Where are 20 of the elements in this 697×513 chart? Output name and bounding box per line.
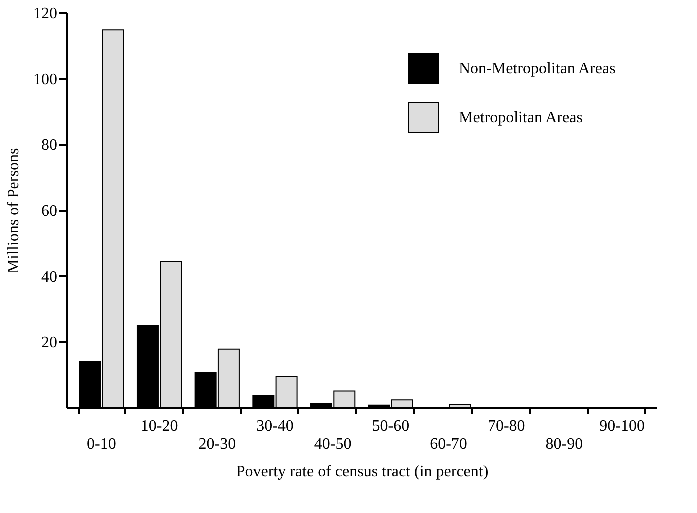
x-tick-label: 30-40 xyxy=(256,418,294,435)
x-tick-label: 60-70 xyxy=(430,436,468,453)
legend-label: Non-Metropolitan Areas xyxy=(459,60,616,78)
y-tick-label: 120 xyxy=(34,6,58,22)
y-tick-label: 80 xyxy=(42,137,58,154)
y-tick-label: 60 xyxy=(42,203,58,220)
x-tick-label: 20-30 xyxy=(198,436,236,453)
x-axis-title: Poverty rate of census tract (in percent) xyxy=(236,464,489,480)
x-tick-label: 10-20 xyxy=(140,418,178,435)
y-tick-label: 20 xyxy=(42,334,58,352)
x-tick-label: 70-80 xyxy=(488,418,526,435)
x-tick-label: 50-60 xyxy=(372,418,410,435)
y-axis-title: Millions of Persons xyxy=(6,148,22,274)
x-tick-label: 0-10 xyxy=(87,436,116,453)
legend-label: Metropolitan Areas xyxy=(459,110,583,126)
y-tick-label: 40 xyxy=(42,268,58,286)
x-tick-label: 80-90 xyxy=(546,436,584,453)
y-tick-label: 100 xyxy=(34,71,58,88)
x-tick-label: 90-100 xyxy=(600,418,645,435)
x-tick-label: 40-50 xyxy=(314,436,352,453)
